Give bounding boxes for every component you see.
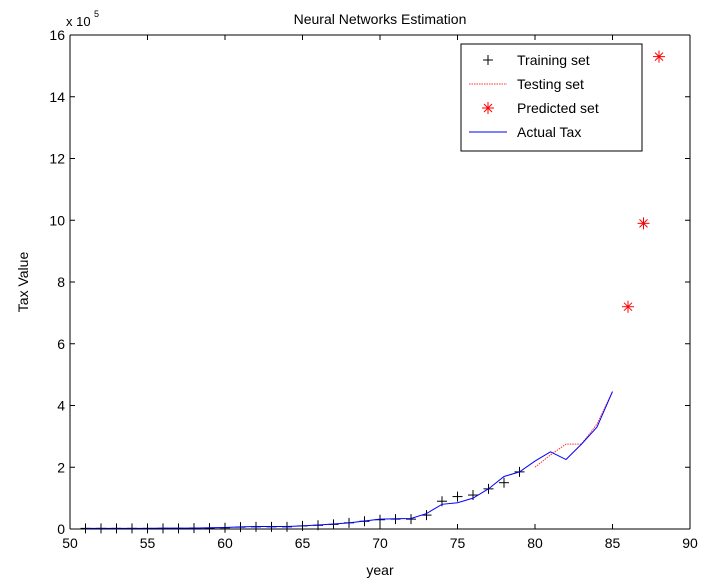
- ticks: 50 55 60 65 70 75 80 85 90 0 2 4 6 8 10 12 14 16: [49, 27, 698, 551]
- y-tick-label: 2: [57, 459, 65, 475]
- y-multiplier-label: x 10: [66, 14, 91, 29]
- data-point: [622, 300, 634, 313]
- series-2: [622, 50, 665, 313]
- x-tick-label: 55: [140, 535, 156, 551]
- y-tick-label: 16: [49, 27, 65, 43]
- series-1: [534, 391, 613, 468]
- x-tick-label: 60: [217, 535, 233, 551]
- legend-box: [460, 43, 643, 152]
- chart-title: Neural Networks Estimation: [294, 11, 467, 27]
- data-point: [653, 50, 665, 63]
- legend-label: Predicted set: [517, 100, 599, 116]
- x-tick-label: 70: [372, 535, 388, 551]
- y-tick-label: 6: [57, 336, 65, 352]
- x-tick-label: 50: [62, 535, 78, 551]
- legend-label: Training set: [517, 52, 590, 68]
- series-line: [85, 391, 613, 529]
- x-axis-label: year: [366, 562, 394, 578]
- y-axis-label: Tax Value: [15, 252, 31, 313]
- y-tick-label: 14: [49, 89, 65, 105]
- y-tick-label: 10: [49, 212, 65, 228]
- y-tick-label: 12: [49, 151, 65, 167]
- y-tick-label: 8: [57, 274, 65, 290]
- series-line: [534, 391, 613, 468]
- y-tick-label: 0: [57, 521, 65, 537]
- data-point: [499, 477, 509, 488]
- legend-label: Testing set: [517, 76, 584, 92]
- data-point: [637, 217, 650, 230]
- y-multiplier-exponent: 5: [94, 9, 99, 19]
- y-tick-label: 4: [57, 398, 65, 414]
- legend-label: Actual Tax: [517, 124, 581, 140]
- legend-swatch: [482, 102, 494, 114]
- x-tick-label: 90: [682, 535, 698, 551]
- x-tick-label: 80: [527, 535, 543, 551]
- x-tick-label: 85: [605, 535, 621, 551]
- x-tick-label: 75: [450, 535, 466, 551]
- legend-swatch: [483, 55, 493, 65]
- data-point: [406, 514, 416, 525]
- x-tick-label: 65: [295, 535, 311, 551]
- series-3: [85, 391, 613, 529]
- legend: Training set Testing set Predicted set Actu…: [460, 43, 643, 152]
- data-point: [452, 491, 463, 502]
